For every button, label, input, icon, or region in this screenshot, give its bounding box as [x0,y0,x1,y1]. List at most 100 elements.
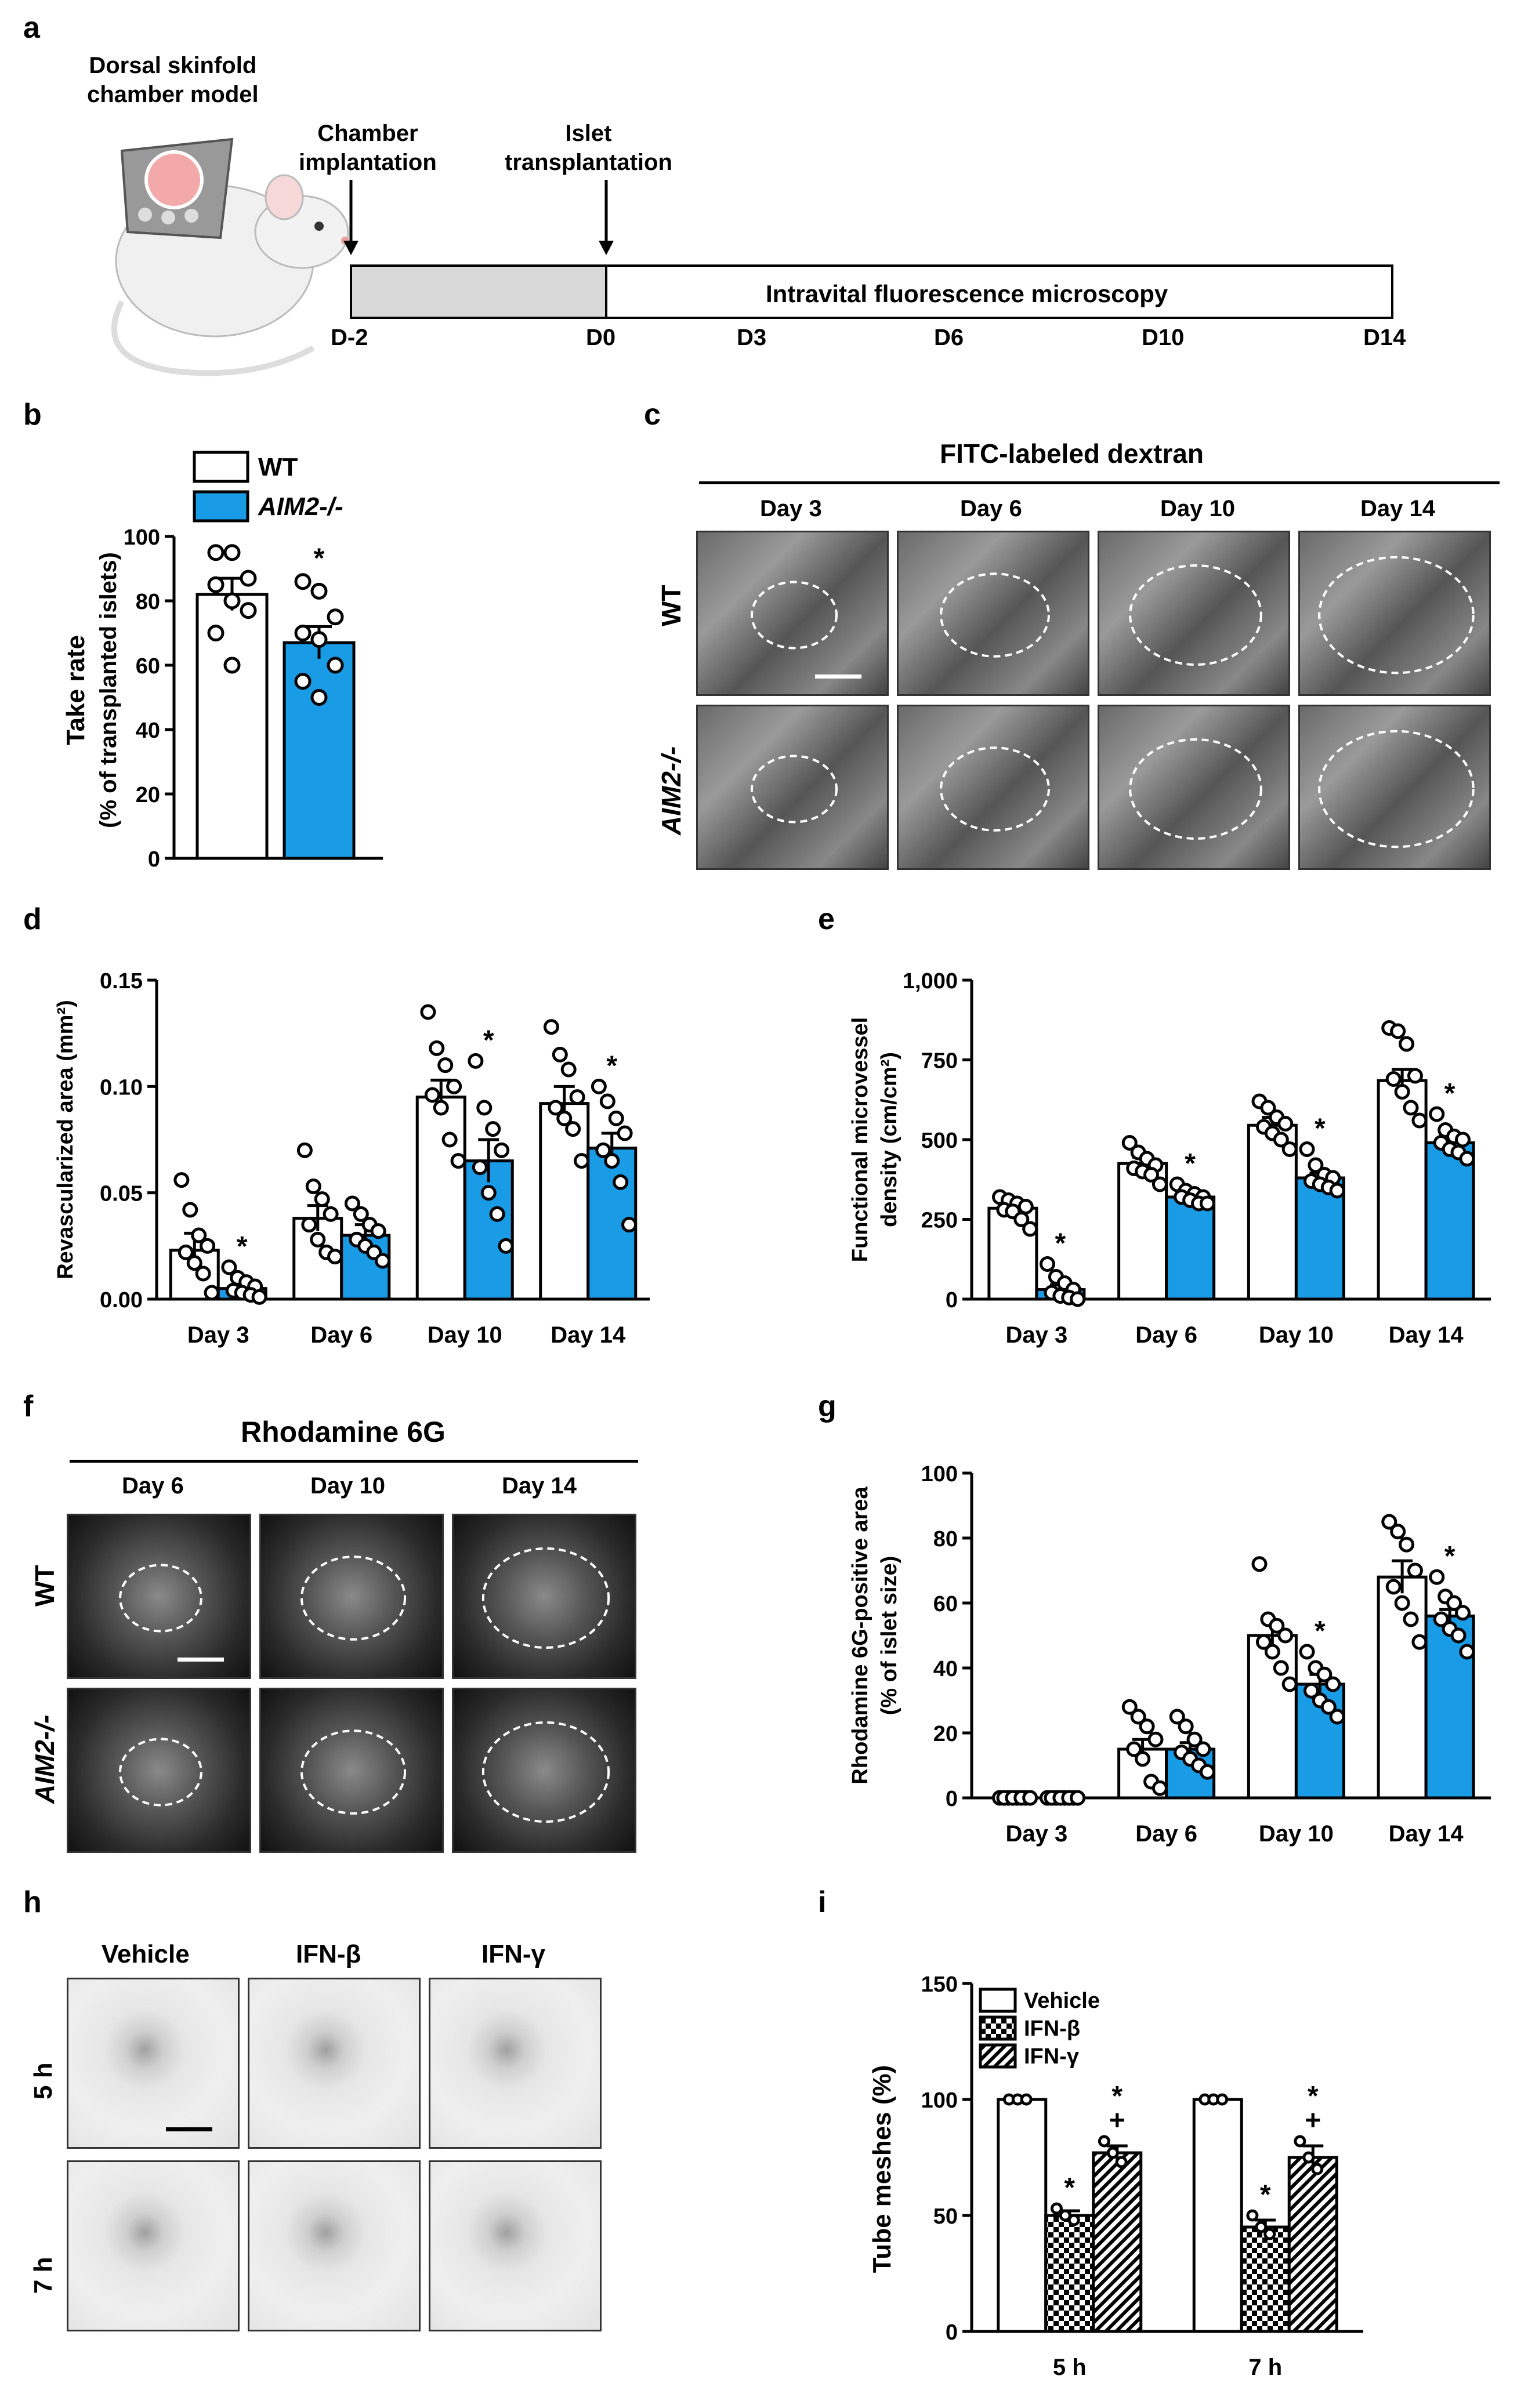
y-axis-title: (% of islet size) [877,1556,901,1716]
data-point [433,1100,449,1116]
data-point [599,1093,615,1109]
data-point [1281,1676,1298,1692]
micrograph [248,2160,421,2331]
data-point [441,1132,458,1148]
significance-mark: * [1055,1228,1066,1259]
y-tick-label: 0.10 [100,1075,143,1100]
data-point [327,1249,343,1265]
data-point [1277,1116,1294,1132]
data-point [1121,1135,1138,1151]
data-point [1394,1595,1410,1611]
significance-mark: * [314,543,325,574]
micrograph [1298,531,1491,696]
data-point [1429,1569,1445,1585]
data-point [1130,1709,1146,1725]
data-point [223,657,241,674]
data-point [294,573,312,590]
data-point [485,1121,501,1137]
data-point [1320,1699,1337,1715]
bar-WT [415,1096,466,1301]
y-tick-label: 100 [921,1462,958,1486]
data-point [186,1255,202,1271]
x-tick-label: Day 3 [1006,1821,1068,1847]
x-tick-label: Day 3 [187,1322,249,1348]
data-point [1178,1718,1194,1735]
panel-f-title-rule [70,1460,638,1463]
timeline-pre-bar [350,264,607,319]
chamber-window [144,150,204,209]
mouse-eye [314,222,324,231]
panel-label-f: f [23,1390,34,1423]
data-point [1264,1644,1280,1660]
data-point [240,570,257,587]
data-point [1329,1709,1345,1725]
data-point [424,1087,440,1103]
chart-revascularized-area: 0.00 0.05 0.10 0.15 Day 3 * Day 6 Day 10 * Day 14… [53,969,650,1348]
y-tick-label: 0 [946,2320,958,2345]
panel-label-e: e [818,902,835,936]
y-tick-label: 20 [136,783,160,807]
bar-WT [539,1102,590,1301]
y-tick-label: 80 [136,590,160,614]
data-point [1411,1634,1428,1650]
data-point [420,1004,436,1020]
panel-c-title-rule [699,481,1500,484]
islet-border [1318,730,1475,848]
data-point [1106,2146,1119,2159]
data-point [1381,1514,1397,1530]
islet-outline [481,1547,610,1649]
legend-label: IFN-γ [1024,2044,1079,2069]
islet-outline [119,1564,202,1633]
data-point [1407,1562,1423,1579]
data-point [472,1159,488,1176]
data-point [327,657,344,674]
panel-f-row-aim2: AIM2-/- [30,1714,60,1804]
data-point [310,631,328,648]
bar-WT [195,593,269,860]
islet-border [481,1721,610,1823]
data-point [207,544,225,561]
micrograph [67,1978,240,2149]
data-point [375,1253,391,1269]
data-point [1059,2209,1071,2222]
data-point [370,1223,386,1239]
bar-WT [1247,1634,1298,1800]
bar-Vehicle [997,2098,1048,2333]
islet-border [300,1555,407,1641]
data-point [617,1125,633,1141]
bar-IFN-γ [1092,2151,1143,2333]
data-point [294,625,312,641]
data-point [1067,2214,1080,2226]
data-point [1399,1536,1415,1553]
data-point [1263,2228,1276,2240]
data-point [1186,1731,1203,1747]
panel-f-day-10: Day 10 [310,1473,385,1499]
data-point [1022,1221,1038,1237]
micrograph [259,1514,444,1679]
panel-label-b: b [23,398,42,431]
data-point [595,1142,611,1158]
y-tick-label: 250 [921,1209,958,1233]
y-tick-label: 0 [946,1787,958,1811]
micrograph [67,1688,251,1853]
data-point [608,1110,624,1126]
y-axis-title: (% of transplanted islets) [96,552,121,828]
data-point [173,1172,190,1188]
legend-label: Vehicle [1024,1989,1100,2013]
data-point [1407,1068,1423,1084]
data-point [560,1061,577,1078]
data-point [1269,1618,1285,1634]
data-point [240,602,257,619]
data-point [310,689,328,706]
y-tick-label: 100 [921,2088,958,2113]
chamber-screw-3 [184,209,198,223]
data-point [1070,1790,1086,1806]
micrograph [1298,705,1491,870]
islet-outline [750,755,838,824]
significance-mark: * [1444,1078,1455,1109]
timeline [343,180,1393,319]
significance-mark: * [483,1025,494,1056]
y-axis-title: Functional microvessel [848,1017,872,1262]
data-point [1390,1023,1406,1039]
micrograph [429,2160,602,2331]
